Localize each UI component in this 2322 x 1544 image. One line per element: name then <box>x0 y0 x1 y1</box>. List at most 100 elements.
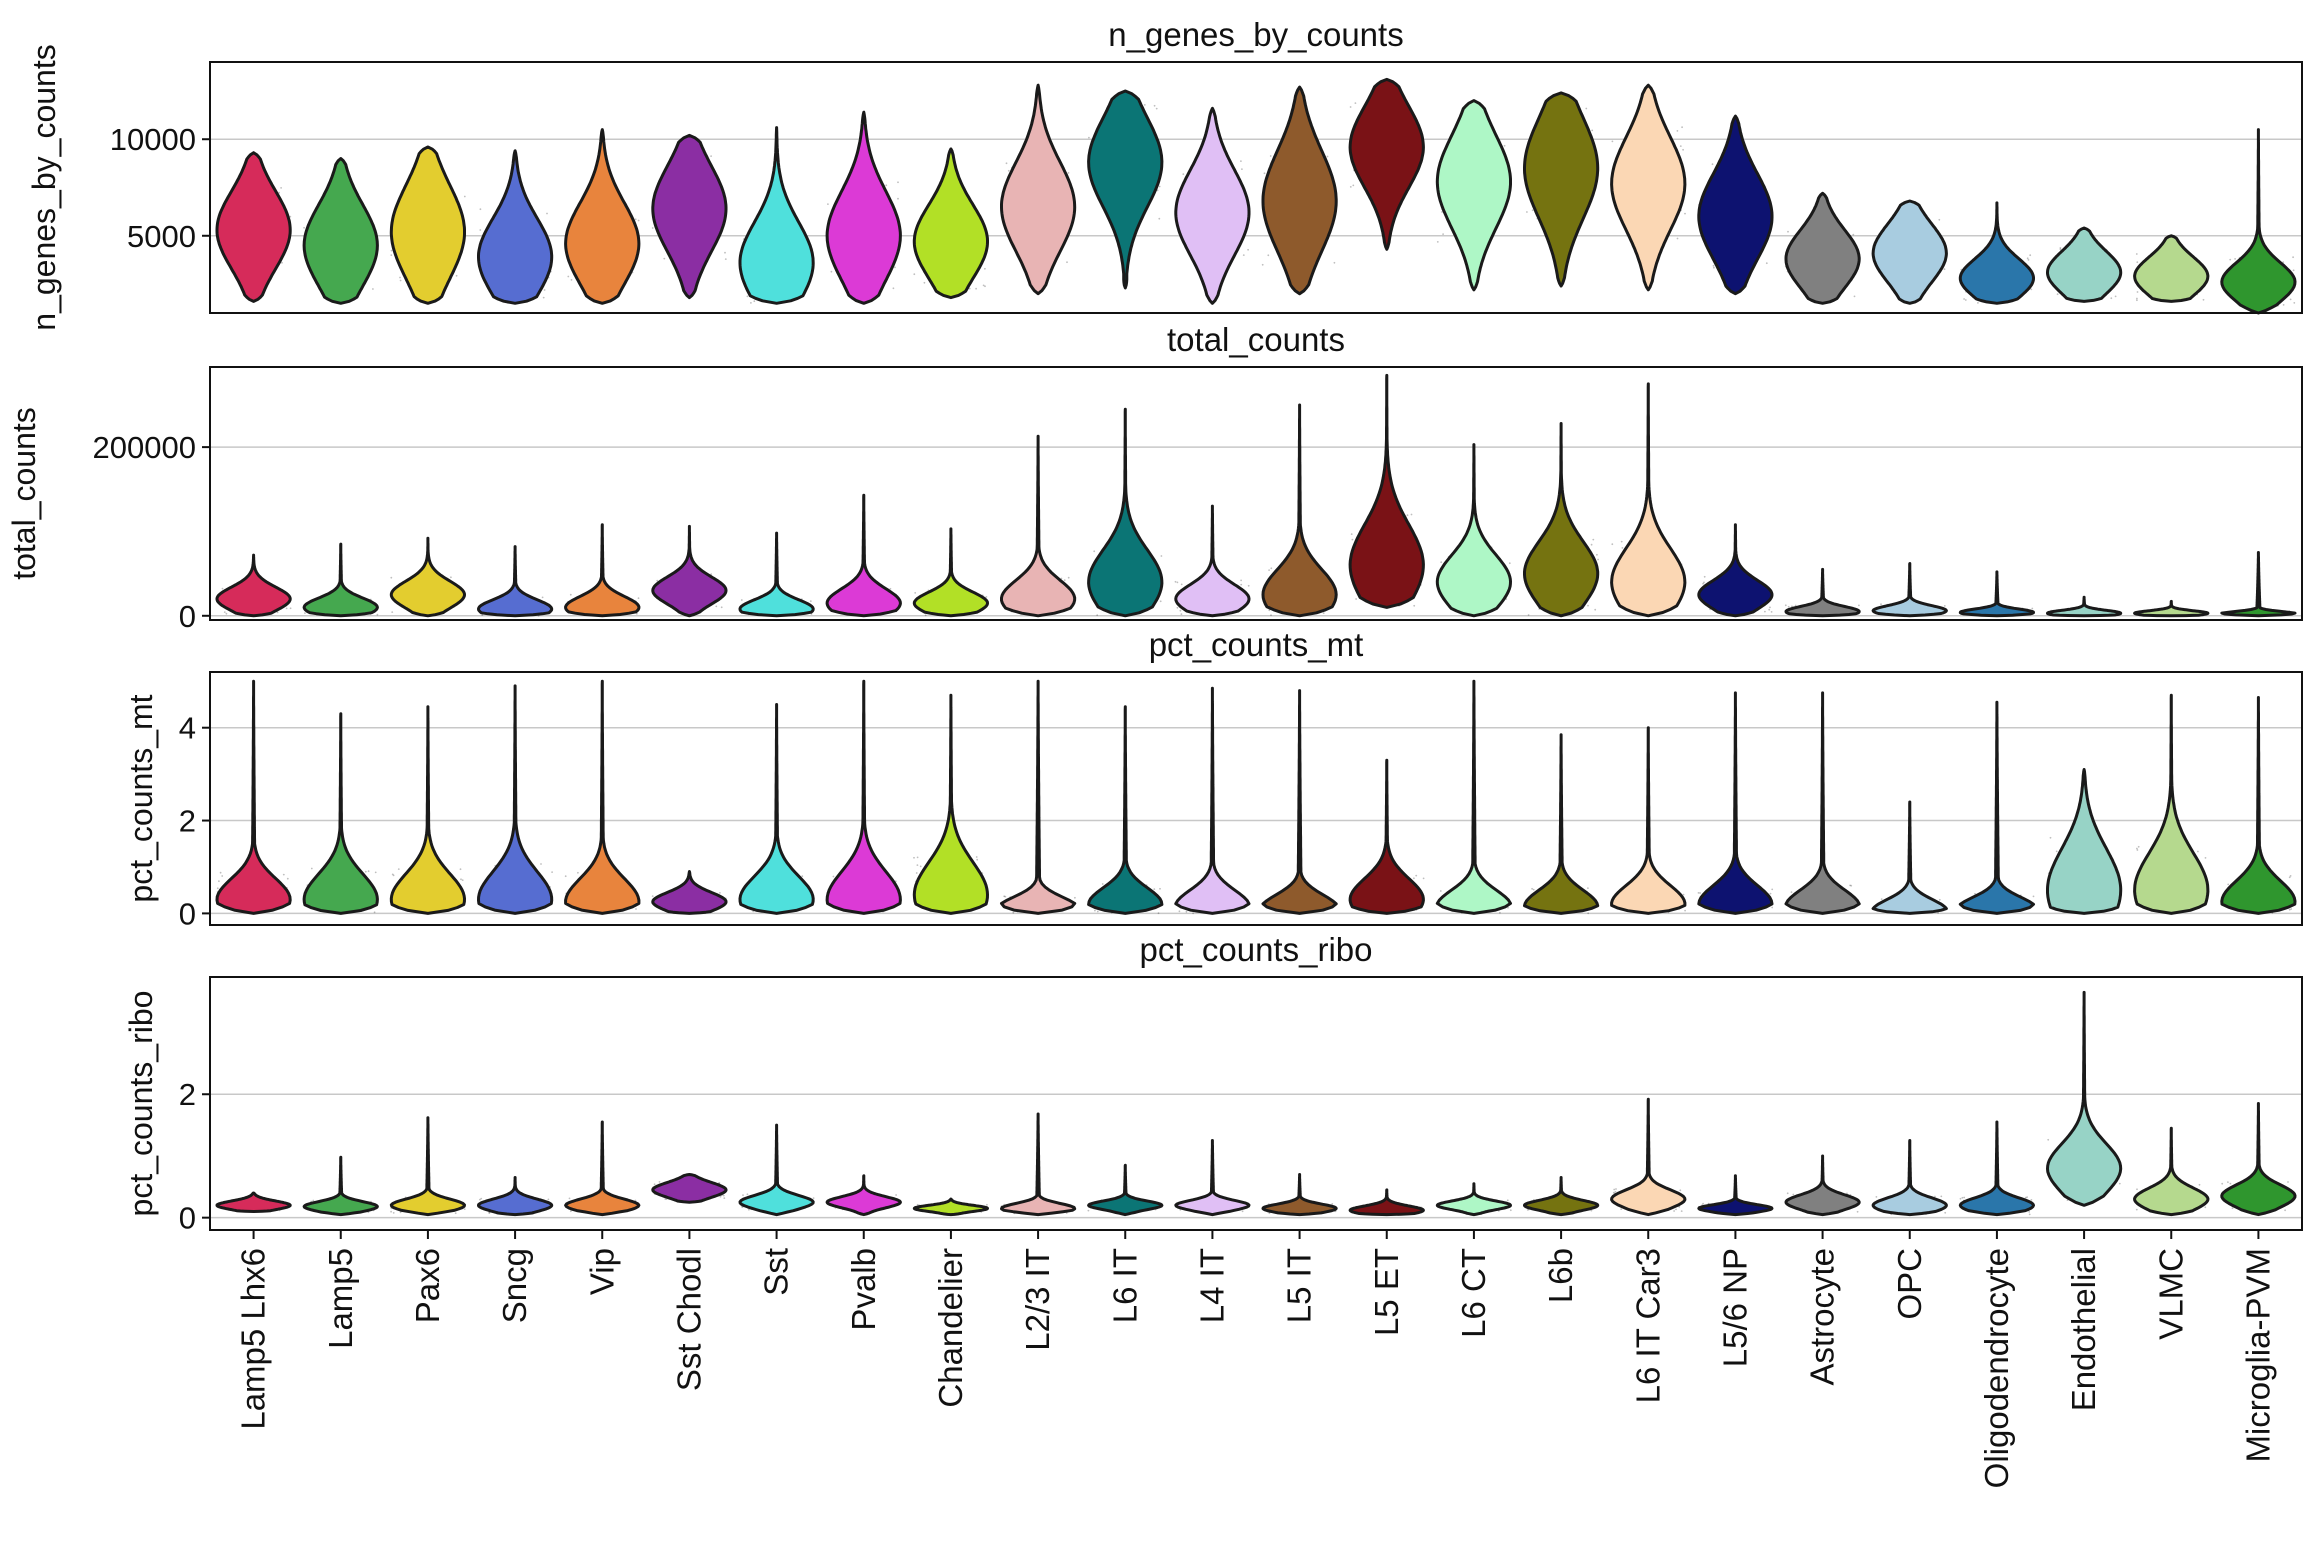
jitter-point <box>722 1194 725 1197</box>
jitter-point <box>710 573 713 576</box>
x-tick-label-l5-et: L5 ET <box>1368 1248 1405 1336</box>
violin-l6-ct <box>1435 1182 1512 1217</box>
jitter-point <box>1506 1199 1509 1202</box>
jitter-point <box>1620 1208 1623 1210</box>
jitter-point <box>1527 614 1530 616</box>
jitter-point <box>1263 172 1266 175</box>
jitter-point <box>1532 888 1535 891</box>
jitter-point <box>1587 887 1589 889</box>
y-axis-label: pct_counts_mt <box>123 694 159 902</box>
jitter-point <box>312 1199 315 1202</box>
jitter-point <box>1784 604 1787 607</box>
jitter-point <box>1439 890 1442 892</box>
y-tick-label: 5000 <box>127 219 196 254</box>
violin-lamp5 <box>302 1155 379 1217</box>
violin-l2-3-it <box>1000 434 1077 618</box>
jitter-point <box>1786 1192 1789 1195</box>
jitter-point <box>914 592 917 594</box>
jitter-point <box>1787 230 1789 233</box>
jitter-point <box>1157 912 1160 915</box>
violin-l5-6-np <box>1697 114 1774 296</box>
jitter-point <box>1787 605 1790 608</box>
jitter-point <box>460 878 462 881</box>
jitter-point <box>570 279 573 281</box>
jitter-point <box>1769 892 1772 895</box>
jitter-point <box>753 300 756 303</box>
jitter-point <box>885 184 888 187</box>
jitter-point <box>923 281 926 284</box>
panel-total-counts: total_counts total_counts 0 200000 <box>6 321 2303 634</box>
jitter-point <box>376 613 379 616</box>
violin-pvalb <box>825 110 902 305</box>
x-tick-label-sst: Sst <box>758 1248 795 1296</box>
jitter-point <box>364 870 367 873</box>
jitter-point <box>303 226 305 229</box>
plot-frame <box>209 976 2303 1231</box>
violin-microglia-pvm <box>2220 128 2297 315</box>
jitter-point <box>2029 254 2032 257</box>
violin-lamp5 <box>302 542 379 618</box>
jitter-point <box>915 872 918 874</box>
y-axis-label: pct_counts_ribo <box>123 991 159 1217</box>
jitter-point <box>2136 261 2139 264</box>
jitter-point <box>658 1181 661 1183</box>
jitter-point <box>223 611 226 613</box>
jitter-point <box>1063 579 1066 581</box>
jitter-point <box>221 875 224 877</box>
jitter-point <box>1074 896 1076 899</box>
jitter-point <box>459 868 462 871</box>
jitter-point <box>1270 614 1272 617</box>
jitter-point <box>1681 126 1683 129</box>
jitter-point <box>1612 1191 1615 1194</box>
x-tick-label-l6-it: L6 IT <box>1106 1248 1143 1323</box>
jitter-point <box>289 607 292 610</box>
violin-astrocyte <box>1784 1154 1861 1217</box>
jitter-point <box>1703 581 1705 584</box>
jitter-point <box>724 251 726 254</box>
x-tick-label-vip: Vip <box>583 1248 620 1295</box>
jitter-point <box>2227 883 2230 886</box>
jitter-point <box>1587 604 1589 607</box>
x-tick-label-l5-it: L5 IT <box>1281 1248 1318 1323</box>
jitter-point <box>1977 302 1979 304</box>
jitter-point <box>1713 266 1715 269</box>
jitter-point <box>1680 1210 1683 1212</box>
jitter-point <box>634 218 637 221</box>
x-tick-label-pax6: Pax6 <box>409 1248 446 1323</box>
jitter-point <box>479 229 482 231</box>
jitter-point <box>2059 248 2062 251</box>
jitter-point <box>1591 129 1594 132</box>
violin-sncg <box>477 684 554 915</box>
jitter-point <box>1352 184 1355 187</box>
jitter-point <box>724 258 727 260</box>
violin-l5-it <box>1261 1173 1338 1217</box>
jitter-point <box>2287 1181 2289 1183</box>
jitter-point <box>2136 849 2139 851</box>
jitter-point <box>637 597 640 600</box>
violin-l6-it-car3 <box>1610 726 1687 915</box>
jitter-point <box>897 197 899 200</box>
y-axis-label: total_counts <box>6 407 42 580</box>
violin-l2-3-it <box>1000 83 1077 296</box>
jitter-point <box>1531 887 1533 890</box>
jitter-point <box>663 257 666 260</box>
jitter-point <box>2026 257 2029 260</box>
jitter-point <box>1179 609 1182 612</box>
jitter-point <box>1153 888 1156 890</box>
jitter-point <box>1943 605 1946 607</box>
jitter-point <box>2284 1209 2287 1212</box>
violin-l6-it <box>1087 705 1164 915</box>
jitter-point <box>374 871 377 874</box>
jitter-point <box>455 274 458 277</box>
jitter-point <box>1964 299 1967 301</box>
jitter-point <box>2136 291 2139 293</box>
jitter-point <box>1769 606 1771 609</box>
jitter-point <box>1158 185 1161 188</box>
jitter-point <box>827 203 829 206</box>
jitter-point <box>1268 609 1271 612</box>
x-axis: Lamp5 Lhx6 Lamp5 Pax6 Sncg Vip Sst Chodl Sst Pv… <box>235 1230 2276 1488</box>
jitter-point <box>1794 604 1797 607</box>
jitter-point <box>1526 1209 1529 1211</box>
jitter-point <box>1676 130 1679 132</box>
jitter-point <box>1509 1209 1512 1212</box>
